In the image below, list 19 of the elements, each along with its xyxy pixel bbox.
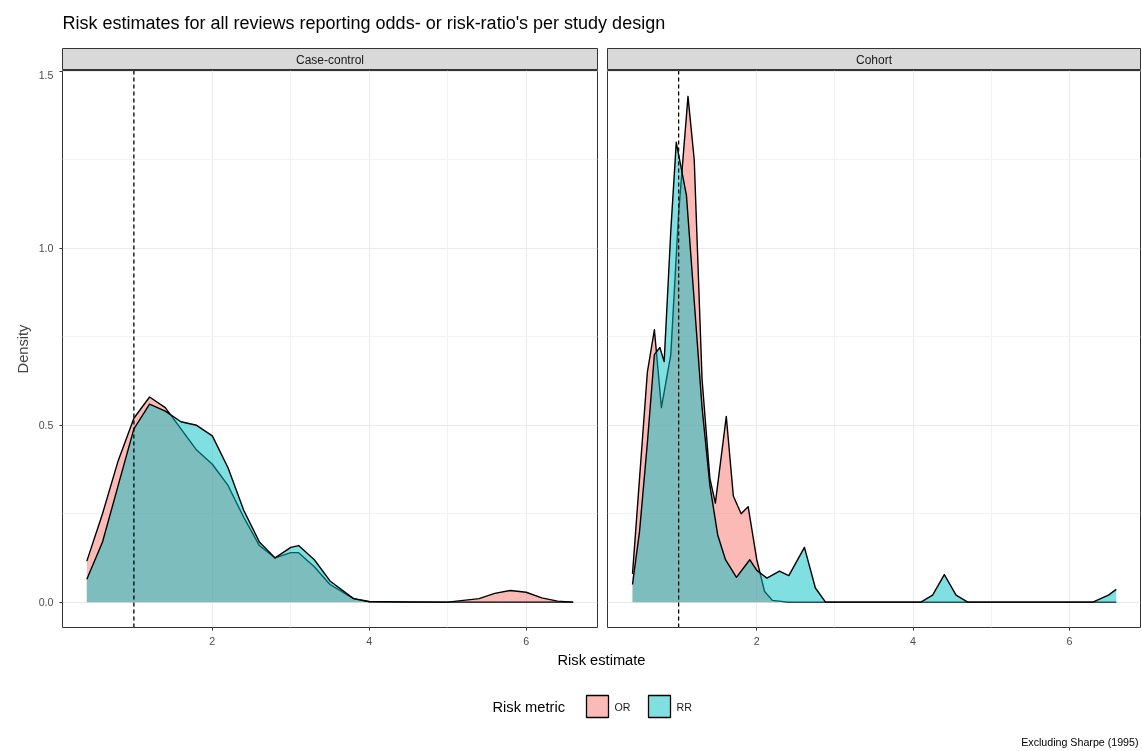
chart-subtitle: Cohort xyxy=(855,52,893,67)
x-tick-label: 6 xyxy=(1066,634,1073,647)
legend-title: Risk metric xyxy=(492,698,565,715)
x-tick-label: 2 xyxy=(753,634,760,647)
x-tick-label: 4 xyxy=(910,634,917,647)
chart-subtitle: Case-control xyxy=(295,52,365,67)
y-tick-label: 0.5 xyxy=(38,419,54,432)
y-axis-title: Density xyxy=(14,323,31,374)
legend-label: RR xyxy=(676,700,693,713)
legend-label: OR xyxy=(614,700,631,713)
x-tick-label: 4 xyxy=(366,634,373,647)
y-tick-label: 1.0 xyxy=(38,242,54,255)
x-tick-label: 6 xyxy=(523,634,530,647)
x-axis-title: Risk estimate xyxy=(557,651,646,668)
x-tick-label: 2 xyxy=(209,634,216,647)
text: Excluding Sharpe (1995) xyxy=(1021,735,1139,748)
y-tick-label: 1.5 xyxy=(38,68,54,81)
chart-title: Risk estimates for all reviews reporting odds- or risk-ratio's per study design xyxy=(62,12,666,33)
y-tick-label: 0.0 xyxy=(38,596,54,609)
